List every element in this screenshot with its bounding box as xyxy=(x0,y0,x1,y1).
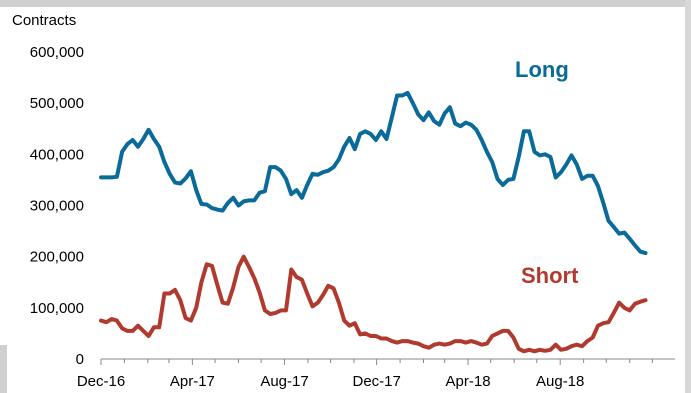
x-tick-label: Dec-16 xyxy=(77,373,125,390)
y-tick-label: 100,000 xyxy=(30,300,84,317)
series-line-long xyxy=(99,90,648,256)
right-border xyxy=(685,0,691,393)
y-tick-label: 0 xyxy=(76,351,84,368)
series-line-short xyxy=(99,254,648,354)
x-axis: Dec-16 Apr-17 Aug-17 Dec-17 Apr-18 Aug-18 xyxy=(77,358,675,390)
y-tick-label: 500,000 xyxy=(30,95,84,112)
y-tick-label: 200,000 xyxy=(30,249,84,266)
series-label-long: Long xyxy=(515,57,569,82)
x-tick-label: Apr-18 xyxy=(446,373,491,390)
series-lines xyxy=(99,90,648,354)
x-tick-label: Aug-17 xyxy=(260,373,308,390)
x-tick-label: Dec-17 xyxy=(352,373,400,390)
y-tick-label: 300,000 xyxy=(30,198,84,215)
y-axis-unit-label: Contracts xyxy=(12,12,76,29)
y-axis-ticks: 0 100,000 200,000 300,000 400,000 500,000 600,… xyxy=(30,44,84,368)
x-tick-label: Aug-18 xyxy=(536,373,584,390)
y-tick-label: 600,000 xyxy=(30,44,84,61)
series-label-short: Short xyxy=(521,263,579,288)
top-border xyxy=(0,0,691,7)
x-tick-label: Apr-17 xyxy=(170,373,215,390)
y-tick-label: 400,000 xyxy=(30,146,84,163)
left-border xyxy=(0,345,7,393)
